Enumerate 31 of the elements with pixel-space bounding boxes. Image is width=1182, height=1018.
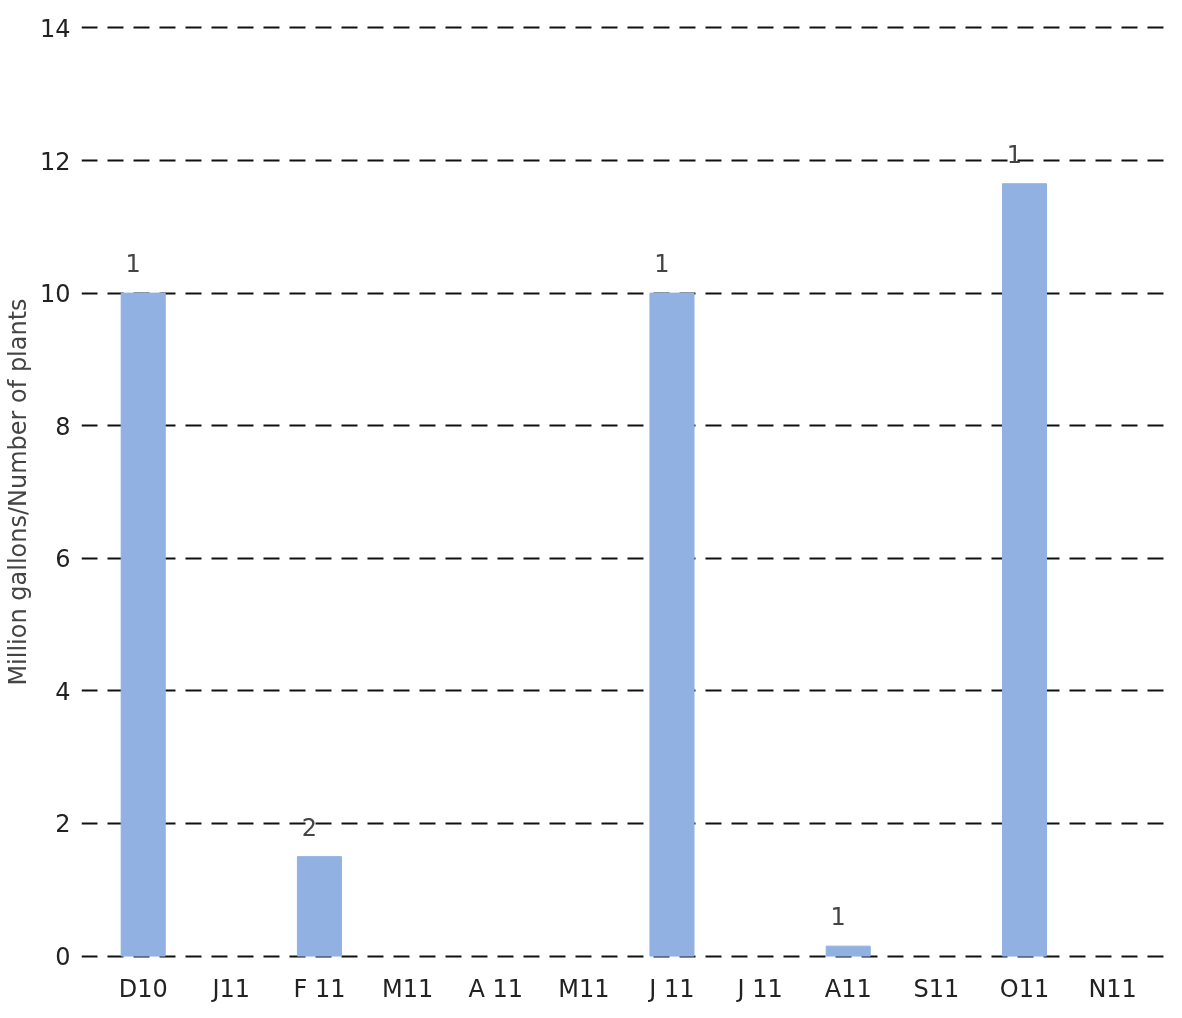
x-tick-label: M11 bbox=[558, 974, 610, 1003]
y-tick-label: 6 bbox=[55, 545, 71, 574]
y-tick-label: 14 bbox=[39, 14, 71, 43]
annotation: 1 bbox=[125, 250, 141, 279]
bar bbox=[825, 945, 871, 957]
y-axis-title: Million gallons/Number of plants bbox=[3, 298, 32, 686]
x-tick-label: A11 bbox=[824, 974, 872, 1003]
y-tick-label: 12 bbox=[39, 147, 71, 176]
y-tick-label: 10 bbox=[39, 280, 71, 309]
y-tick-label: 2 bbox=[55, 810, 71, 839]
x-tick-label: N11 bbox=[1088, 974, 1137, 1003]
x-tick-label: F 11 bbox=[293, 974, 346, 1003]
y-tick-label: 8 bbox=[55, 412, 71, 441]
y-tick-label: 4 bbox=[55, 677, 71, 706]
x-tick-label: J11 bbox=[210, 974, 251, 1003]
annotation: 1 bbox=[1006, 140, 1023, 169]
x-tick-label: J 11 bbox=[735, 974, 783, 1003]
x-tick-label: D10 bbox=[118, 974, 168, 1003]
x-tick-label: O11 bbox=[999, 974, 1050, 1003]
x-tick-label: A 11 bbox=[468, 974, 524, 1003]
y-tick-label: 0 bbox=[55, 943, 71, 972]
bar bbox=[296, 856, 342, 957]
annotation: 1 bbox=[654, 250, 670, 279]
x-tick-label: M11 bbox=[381, 974, 434, 1003]
x-tick-label: S11 bbox=[913, 974, 960, 1003]
annotation: 2 bbox=[301, 813, 318, 842]
annotation: 1 bbox=[830, 903, 846, 932]
bar bbox=[120, 292, 166, 957]
bar bbox=[1001, 183, 1048, 957]
bar bbox=[649, 292, 695, 957]
x-tick-label: J 11 bbox=[647, 974, 695, 1003]
